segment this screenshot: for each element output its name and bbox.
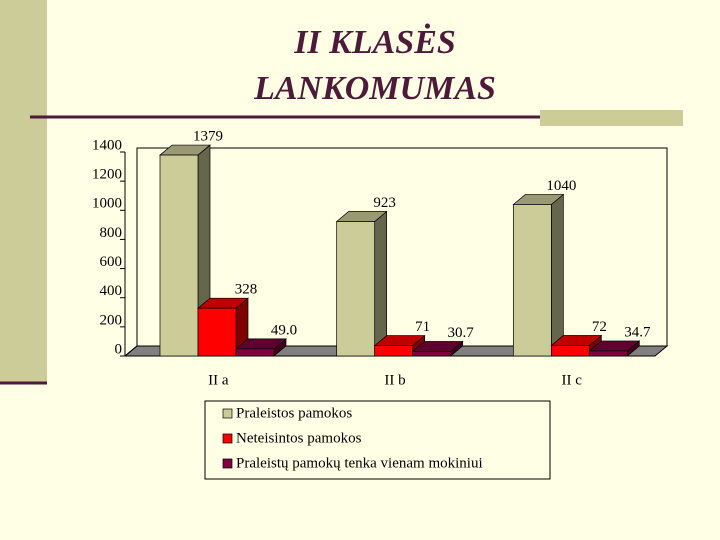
value-label: 30.7 xyxy=(448,325,475,341)
bar-side xyxy=(374,210,388,357)
value-label: 71 xyxy=(415,319,430,335)
value-label: 328 xyxy=(235,282,258,298)
side-band xyxy=(0,0,47,382)
legend-swatch xyxy=(222,458,233,469)
y-tick-label: 1400 xyxy=(92,137,122,153)
legend-label: Praleistų pamokų tenka vienam mokiniui xyxy=(236,455,483,471)
y-axis-back xyxy=(124,345,138,357)
y-tick-label: 1000 xyxy=(92,196,122,212)
bar xyxy=(550,345,590,357)
bar xyxy=(588,350,628,357)
y-tick-label: 400 xyxy=(100,283,123,299)
legend-swatch xyxy=(222,433,233,444)
x-tick-label: II c xyxy=(561,372,582,388)
legend: Praleistos pamokos Neteisintos pamokos Pra… xyxy=(204,400,551,480)
value-label: 1040 xyxy=(546,178,576,194)
bar xyxy=(159,154,199,357)
value-label: 72 xyxy=(592,319,607,335)
legend-label: Neteisintos pamokos xyxy=(236,430,362,446)
y-tick-label: 200 xyxy=(100,312,123,328)
x-tick-label: II b xyxy=(384,372,405,388)
bar xyxy=(374,345,414,357)
y-tick-label: 800 xyxy=(100,225,123,241)
bar xyxy=(197,307,237,357)
value-label: 1379 xyxy=(193,128,223,144)
bar xyxy=(235,348,275,357)
y-tick-label: 600 xyxy=(100,254,123,270)
y-tick-label: 0 xyxy=(115,341,123,357)
chart-title: II KLASĖS LANKOMUMAS xyxy=(254,24,496,107)
x-tick-label: II a xyxy=(208,372,229,388)
value-label: 49.0 xyxy=(271,322,297,338)
bar xyxy=(512,204,552,357)
bar-side xyxy=(550,193,564,357)
bar xyxy=(412,351,452,357)
decor-block xyxy=(540,110,683,126)
legend-label: Praleistos pamokos xyxy=(236,405,352,421)
legend-swatch xyxy=(222,408,233,419)
value-label: 923 xyxy=(373,195,396,211)
y-tick-label: 1200 xyxy=(92,167,122,183)
legend-box xyxy=(204,400,551,480)
value-label: 34.7 xyxy=(624,324,651,340)
bar xyxy=(336,221,376,357)
